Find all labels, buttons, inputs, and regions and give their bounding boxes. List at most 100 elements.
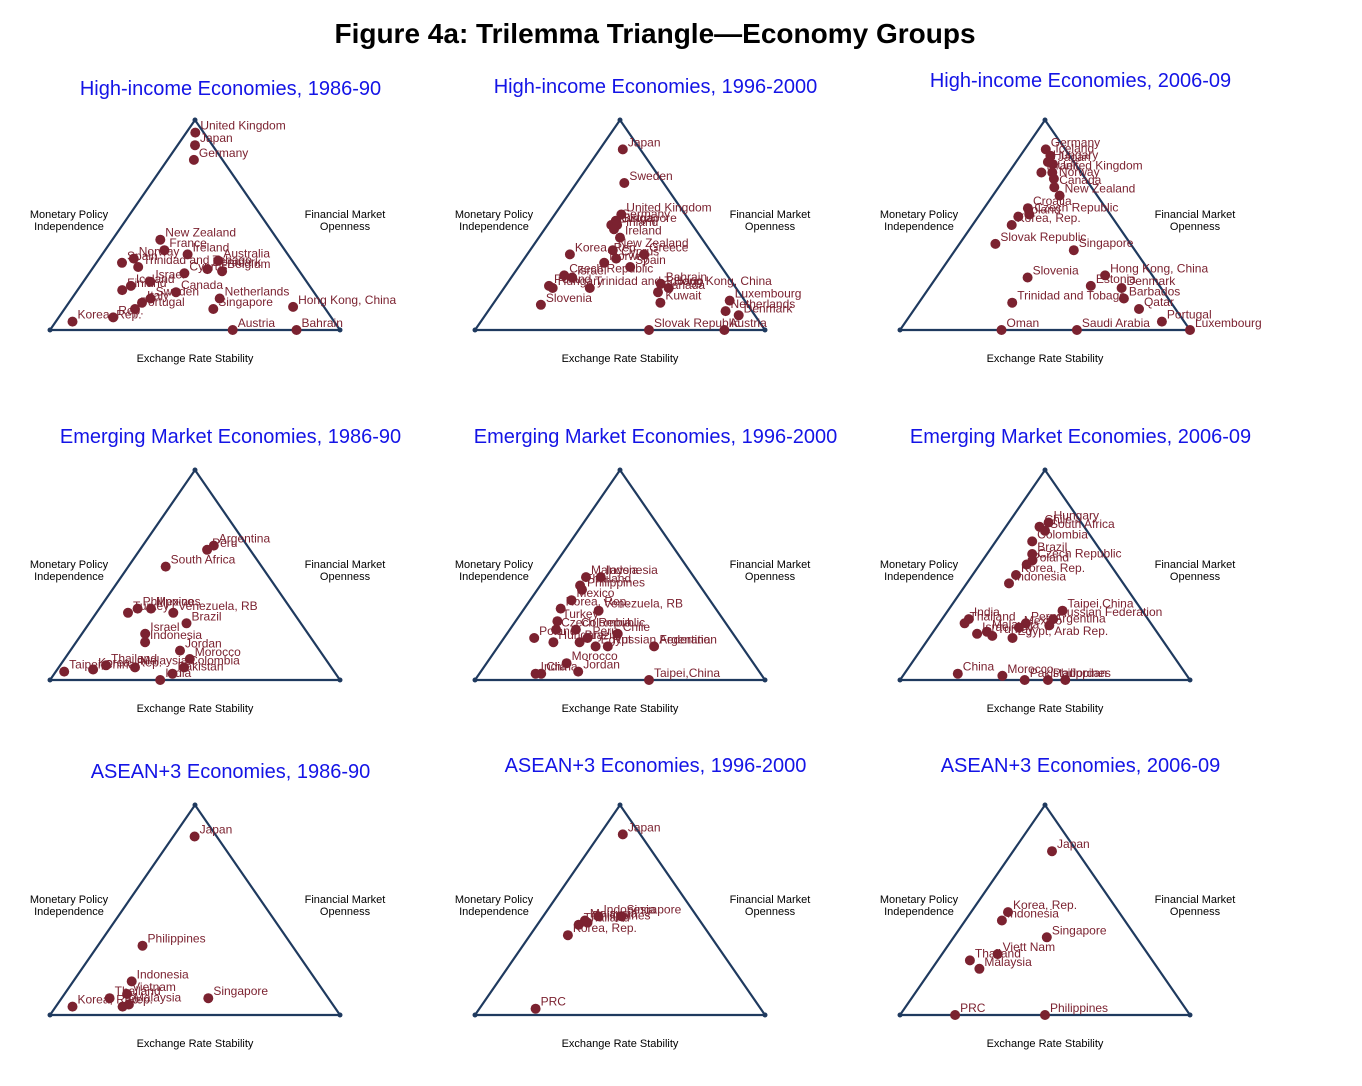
triangle-vertex [1187, 1012, 1193, 1018]
data-point [529, 633, 540, 643]
data-point [607, 245, 618, 256]
triangle-vertex [897, 327, 903, 333]
data-point [1048, 173, 1059, 184]
data-point-label: Poland [1023, 203, 1060, 217]
triangle-vertex [897, 1012, 903, 1018]
data-point [535, 299, 546, 310]
data-point [214, 293, 225, 304]
data-point [974, 963, 985, 974]
axis-label-left: Monetary Policy [30, 894, 109, 906]
data-point [132, 603, 143, 614]
data-point [190, 140, 200, 151]
data-point-label: Austria [616, 211, 654, 225]
triangle-vertex [617, 802, 623, 808]
data-point [117, 285, 128, 296]
data-point [1041, 932, 1052, 943]
data-point-label: Denmark [744, 301, 794, 315]
triangle-vertex [47, 327, 53, 333]
data-point [1022, 272, 1033, 283]
data-point [137, 297, 147, 308]
data-point [1116, 283, 1127, 293]
data-point [950, 1010, 961, 1020]
data-point [1185, 325, 1195, 335]
triangle-vertex [192, 117, 198, 123]
data-point-label: Pakistan [177, 660, 223, 674]
data-point-label: Morocco [1007, 662, 1053, 676]
data-point-label: Jordan [583, 658, 620, 672]
data-point-label: Bahrain [666, 270, 707, 284]
data-point [104, 993, 115, 1004]
data-point [548, 637, 559, 648]
axis-label-right: Financial Market [305, 894, 386, 906]
triangle-vertex [472, 677, 478, 683]
data-point-label: Portugal [140, 295, 185, 309]
data-point-label: Finland [619, 215, 658, 229]
data-point [952, 668, 963, 679]
triangle-vertex [337, 1012, 343, 1018]
data-point [1040, 525, 1050, 536]
data-point-label: United Kingdom [1057, 159, 1142, 173]
data-point-label: Mexico [156, 595, 194, 609]
data-point-label: Korea, Rep. [1021, 561, 1085, 575]
data-point-label: Thailand [975, 946, 1021, 960]
data-point-label: Israel [577, 264, 606, 278]
data-point-label: Argentina [659, 632, 711, 646]
data-point [179, 662, 190, 673]
triangle-outline [472, 468, 768, 682]
data-point-label: Malaysia [992, 618, 1040, 632]
data-point-label: Brazil [1037, 540, 1067, 554]
data-point-label: Jordan [1070, 666, 1107, 680]
data-point [184, 654, 195, 664]
data-point [561, 658, 572, 669]
data-point [551, 624, 562, 635]
data-point-label: Malaysia [591, 563, 639, 577]
data-point [1004, 578, 1014, 589]
axis-label-left: Independence [884, 906, 954, 918]
data-point [227, 325, 238, 335]
axis-label-left: Monetary Policy [30, 209, 109, 221]
panel-title: ASEAN+3 Economies, 1986-90 [90, 761, 371, 783]
data-point [140, 637, 151, 648]
data-point [562, 930, 573, 941]
data-point-label: France [169, 236, 207, 250]
data-point [145, 293, 156, 304]
data-point-label: Peru [1031, 609, 1056, 623]
triangle-vertex [1042, 802, 1048, 808]
data-point-label: Singapore [1052, 923, 1107, 937]
data-point-label: Philippines [1050, 1001, 1108, 1015]
data-point [616, 911, 627, 922]
data-point-label: Russian Federation [613, 632, 717, 646]
data-point-label: Japan [1058, 150, 1091, 164]
data-point-label: Turkey [997, 622, 1033, 636]
axis-label-right: Financial Market [1155, 894, 1236, 906]
data-point [1043, 517, 1054, 528]
data-point-label: Hong Kong, China [298, 293, 396, 307]
trilemma-panel: ASEAN+3 Economies, 2006-09 Monetary Polic… [868, 755, 1293, 1085]
data-point-label: Indonesia [137, 967, 189, 981]
data-point [733, 310, 744, 321]
data-point-label: Iceland [136, 272, 175, 286]
axis-label-bottom: Exchange Rate Stability [137, 353, 254, 365]
data-point [570, 624, 581, 635]
data-point [117, 1001, 128, 1012]
axis-label-right: Financial Market [305, 559, 386, 571]
data-point [128, 253, 139, 264]
axis-label-left: Monetary Policy [880, 209, 959, 221]
data-point [615, 232, 625, 243]
triangle-vertex [192, 467, 198, 473]
data-point [146, 603, 156, 614]
panel-title: Emerging Market Economies, 2006-09 [909, 426, 1252, 448]
axis-label-right: Openness [745, 221, 796, 233]
data-point [171, 287, 181, 298]
data-point-label: Germany [621, 207, 670, 221]
data-point [574, 637, 585, 648]
data-point [559, 270, 570, 281]
data-point-label: Canada [1059, 173, 1101, 187]
data-point [202, 544, 213, 555]
axis-label-bottom: Exchange Rate Stability [562, 353, 679, 365]
data-point-label: Hong Kong, China [674, 274, 772, 288]
data-point-label: United Kingdom [626, 201, 711, 215]
data-point [655, 297, 666, 308]
data-point-label: Trinidad and Tobago [143, 253, 252, 267]
